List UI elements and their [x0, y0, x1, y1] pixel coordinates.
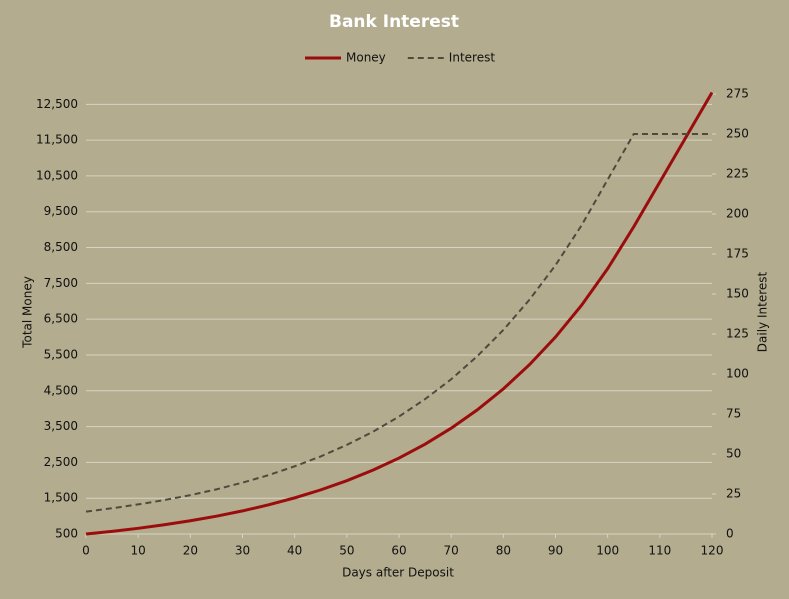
y-tick-label: 2,500 — [44, 455, 78, 469]
y2-tick-label: 75 — [726, 407, 741, 421]
y-tick-label: 1,500 — [44, 491, 78, 505]
y-tick-label: 4,500 — [44, 383, 78, 397]
x-tick-label: 20 — [183, 544, 198, 558]
x-tick-label: 60 — [391, 544, 406, 558]
y2-tick-label: 275 — [726, 87, 749, 101]
x-tick-label: 40 — [287, 544, 302, 558]
y-tick-label: 7,500 — [44, 276, 78, 290]
y2-tick-label: 25 — [726, 487, 741, 501]
legend-label: Interest — [449, 51, 496, 65]
x-tick-label: 90 — [548, 544, 563, 558]
y2-tick-label: 150 — [726, 287, 749, 301]
y2-tick-label: 225 — [726, 167, 749, 181]
y2-tick-label: 175 — [726, 247, 749, 261]
x-tick-label: 70 — [444, 544, 459, 558]
y2-tick-label: 0 — [726, 527, 734, 541]
x-tick-label: 110 — [648, 544, 671, 558]
y-tick-label: 11,500 — [36, 133, 78, 147]
y-tick-label: 500 — [55, 527, 78, 541]
line-interest — [85, 133, 712, 513]
y2-tick-label: 125 — [726, 327, 749, 341]
y-tick-label: 3,500 — [44, 419, 78, 433]
x-tick-label: 50 — [339, 544, 354, 558]
y-tick-label: 5,500 — [44, 347, 78, 361]
legend-label: Money — [346, 51, 386, 65]
x-tick-label: 0 — [82, 544, 90, 558]
x-tick-label: 30 — [235, 544, 250, 558]
y-tick-label: 12,500 — [36, 97, 78, 111]
x-tick-label: 120 — [701, 544, 724, 558]
y2-tick-label: 100 — [726, 367, 749, 381]
x-tick-label: 100 — [596, 544, 619, 558]
y-tick-label: 8,500 — [44, 240, 78, 254]
line-money — [85, 91, 714, 536]
x-axis-label: Days after Deposit — [342, 566, 454, 580]
y-tick-label: 9,500 — [44, 204, 78, 218]
y2-tick-label: 200 — [726, 207, 749, 221]
y-tick-label: 6,500 — [44, 312, 78, 326]
x-tick-label: 10 — [131, 544, 146, 558]
y-axis-label: Total Money — [21, 276, 35, 349]
y2-tick-label: 50 — [726, 447, 741, 461]
x-tick-label: 80 — [496, 544, 511, 558]
y-tick-label: 10,500 — [36, 168, 78, 182]
y2-axis-label: Daily Interest — [756, 271, 770, 352]
y2-tick-label: 250 — [726, 127, 749, 141]
chart-title: Bank Interest — [329, 12, 459, 32]
